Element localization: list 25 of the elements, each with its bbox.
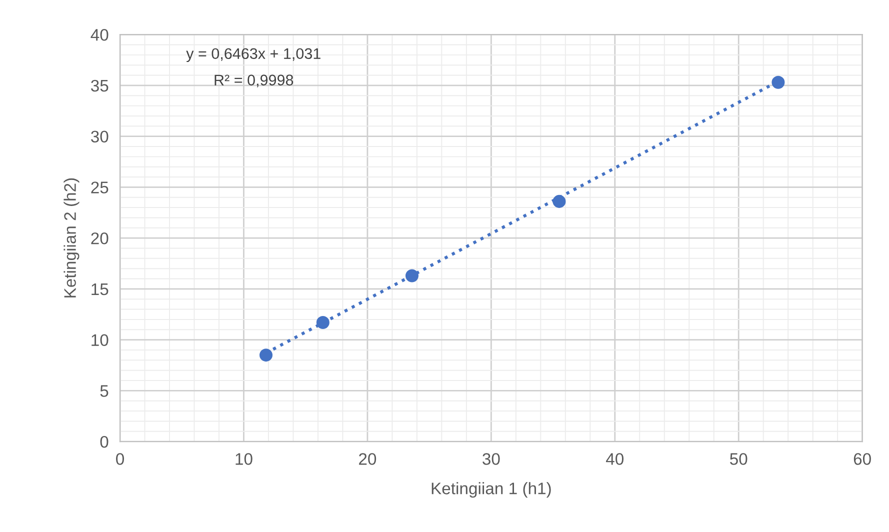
x-tick-label: 0 bbox=[116, 453, 124, 465]
y-tick-label: 10 bbox=[92, 334, 108, 346]
y-tick-label: 40 bbox=[90, 28, 108, 41]
x-tick-label: 30 bbox=[482, 453, 500, 465]
y-tick-label: 15 bbox=[92, 284, 108, 296]
point bbox=[405, 269, 418, 282]
point bbox=[552, 194, 566, 208]
x-tick-label: 40 bbox=[606, 453, 624, 465]
y-tick-label: 20 bbox=[91, 232, 108, 244]
point bbox=[316, 316, 330, 330]
x-tick-label: 20 bbox=[359, 453, 376, 465]
x-tick-label: 60 bbox=[854, 453, 871, 465]
y-tick-label: 30 bbox=[91, 130, 108, 143]
y-tick-label: 25 bbox=[91, 182, 108, 194]
y-tick-label: 0 bbox=[100, 436, 108, 448]
x-tick-label: 10 bbox=[236, 453, 252, 465]
point bbox=[260, 348, 273, 362]
annotation: y = 0,6463x + 1,031 bbox=[186, 48, 320, 62]
point bbox=[772, 76, 785, 89]
y-tick-label: 35 bbox=[91, 80, 108, 92]
y-tick-label: 5 bbox=[100, 385, 108, 397]
y-axis-title: Ketingiian 2 (h2) bbox=[64, 178, 80, 298]
x-axis-title: Ketingiian 1 (h1) bbox=[432, 482, 551, 498]
x-tick-label: 50 bbox=[730, 453, 748, 465]
annotation: R² = 0,9998 bbox=[214, 74, 294, 88]
